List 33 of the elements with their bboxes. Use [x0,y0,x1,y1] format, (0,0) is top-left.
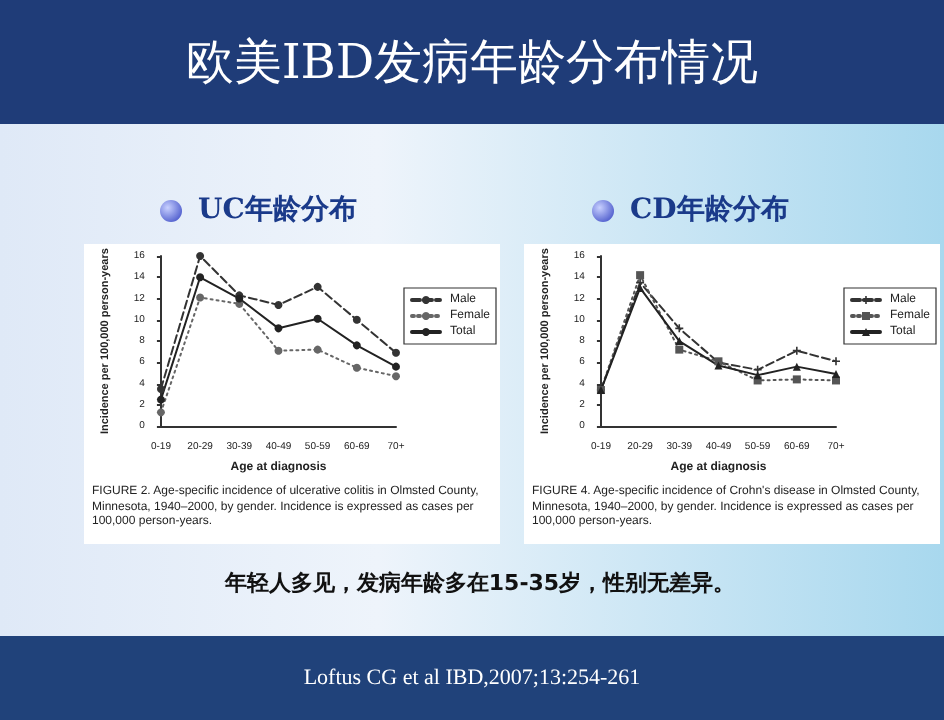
point [352,363,361,372]
point [313,345,322,354]
text: 欧美IBD发病年龄分布情况 [0,0,944,124]
point [313,314,322,323]
point [313,282,322,291]
point [636,283,645,292]
point [196,273,205,282]
point [792,362,801,371]
point [675,345,684,354]
text: 年轻人多见，发病年龄多在15-35岁，性别无差异。 [222,568,738,598]
point [196,252,205,260]
chart-title: UC年龄分布 [198,192,357,228]
point [156,384,165,393]
point [274,324,283,333]
point [274,346,283,355]
point [636,271,645,280]
point [352,341,361,350]
point [392,348,400,357]
point [392,362,400,371]
point [832,357,840,366]
point [792,375,801,384]
point [156,408,165,417]
text: Loftus CG et al IBD,2007;13:254-261 [0,636,944,720]
point [156,395,165,404]
point [392,372,400,381]
point [832,370,840,379]
chart-title: CD年龄分布 [630,192,789,228]
point [352,315,361,324]
point [274,300,283,309]
point [675,324,684,333]
point [753,371,762,380]
point [792,346,801,355]
point [196,293,205,302]
